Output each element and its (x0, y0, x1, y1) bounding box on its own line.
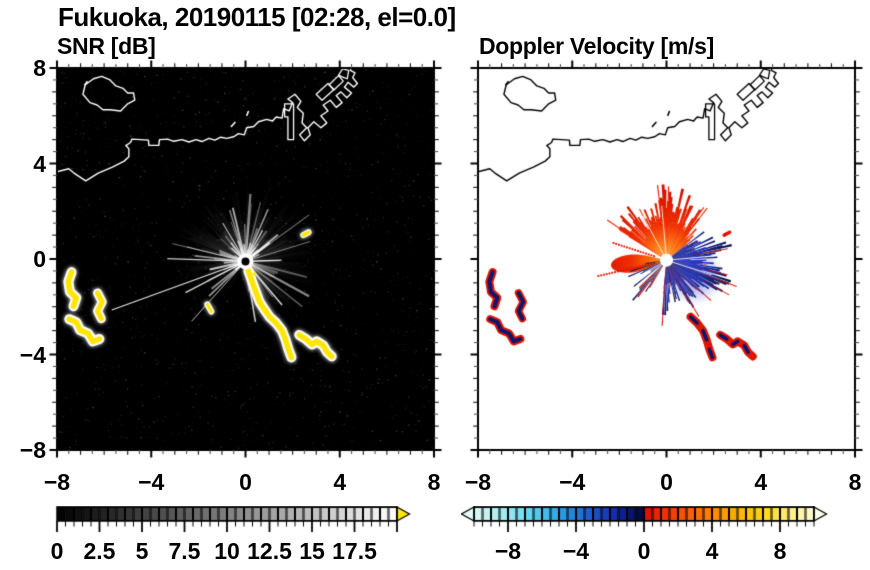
snr-colorbar (44, 506, 424, 540)
snr-x-axis-tick-label: 4 (333, 469, 347, 495)
snr-colorbar-tick-label: 2.5 (83, 538, 116, 564)
snr-colorbar-tick-label: 17.5 (332, 538, 377, 564)
velocity-x-axis-tick-label: −8 (464, 469, 492, 495)
snr-colorbar-tick-label: 10 (214, 538, 240, 564)
snr-colorbar-tick-label: 7.5 (168, 538, 201, 564)
snr-panel-title: SNR [dB] (57, 33, 156, 59)
snr-x-axis-tick-label: −8 (43, 469, 71, 495)
velocity-colorbar-canvas (461, 506, 841, 540)
snr-x-axis-tick-label: −4 (138, 469, 165, 495)
velocity-panel (469, 59, 864, 459)
velocity-x-axis-tick-label: 4 (754, 469, 768, 495)
y-axis-tick-label: −4 (19, 341, 46, 368)
snr-colorbar-tick-label: 15 (299, 538, 325, 564)
velocity-colorbar-tick-label: 0 (637, 538, 651, 564)
y-axis-tick-label: 8 (33, 55, 46, 81)
snr-colorbar-canvas (44, 506, 424, 540)
y-axis-tick-label: 4 (33, 150, 46, 177)
snr-colorbar-tick-label: 5 (135, 538, 149, 564)
snr-colorbar-tick-label: 12.5 (247, 538, 292, 564)
snr-x-axis-tick-label: 8 (427, 469, 441, 495)
figure-title: Fukuoka, 20190115 [02:28, el=0.0] (58, 2, 456, 32)
snr-panel (48, 59, 443, 459)
velocity-x-axis-tick-label: −4 (559, 469, 586, 495)
velocity-colorbar (461, 506, 841, 540)
velocity-colorbar-tick-label: −8 (494, 538, 522, 564)
snr-x-axis-tick-label: 0 (239, 469, 252, 495)
velocity-colorbar-tick-label: −4 (562, 538, 590, 564)
velocity-plot-canvas (469, 59, 864, 459)
velocity-panel-title: Doppler Velocity [m/s] (479, 33, 714, 59)
y-axis-tick-label: −8 (19, 437, 46, 463)
velocity-x-axis-tick-label: 8 (848, 469, 862, 495)
velocity-colorbar-tick-label: 8 (773, 538, 787, 564)
y-axis-tick-label: 0 (33, 246, 46, 272)
snr-plot-canvas (48, 59, 443, 459)
velocity-colorbar-tick-label: 4 (705, 538, 719, 564)
velocity-x-axis-tick-label: 0 (660, 469, 673, 495)
snr-colorbar-tick-label: 0 (50, 538, 64, 564)
